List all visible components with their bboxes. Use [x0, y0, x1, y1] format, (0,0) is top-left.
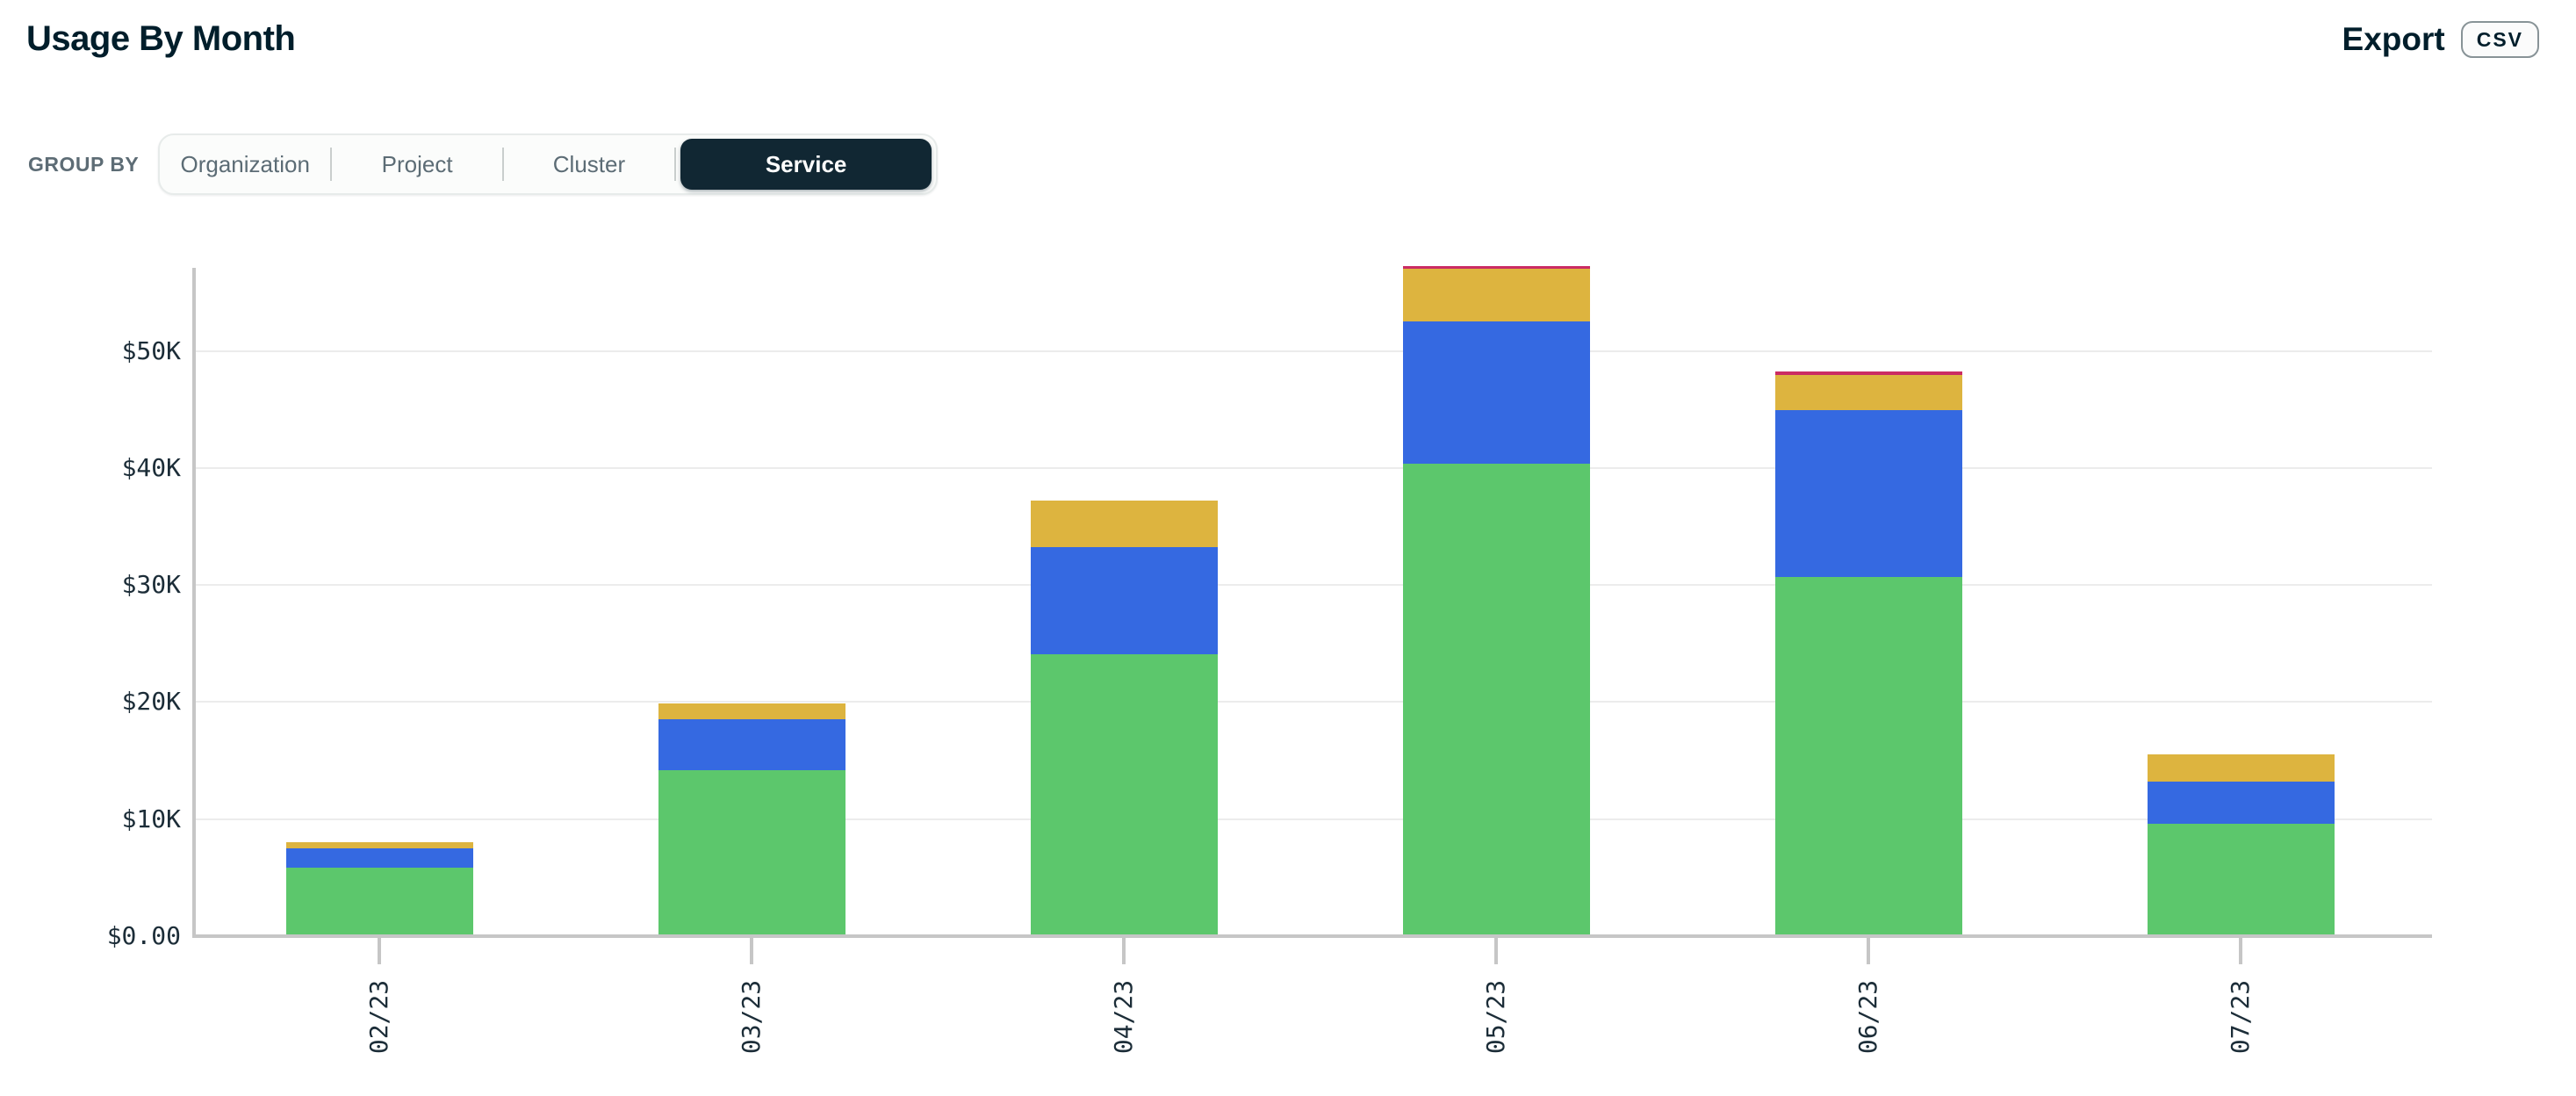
- bar-segment-green-series-03/23[interactable]: [658, 770, 845, 934]
- x-axis-label: 05/23: [1481, 979, 1510, 1055]
- bar-segment-blue-series-06/23[interactable]: [1774, 409, 1962, 578]
- x-axis-tick: [1867, 938, 1870, 964]
- y-axis-label: $10K: [121, 804, 181, 833]
- tab-divider: [673, 148, 676, 181]
- bar-segment-blue-series-05/23[interactable]: [1402, 321, 1590, 465]
- tab-divider: [502, 148, 505, 181]
- x-axis-tick: [1122, 938, 1126, 964]
- x-axis-line: [192, 934, 2432, 938]
- bar-segment-green-series-06/23[interactable]: [1774, 577, 1962, 934]
- y-axis-label: $0.00: [106, 921, 181, 950]
- x-axis-label: 02/23: [364, 979, 393, 1055]
- page-title: Usage By Month: [26, 19, 296, 58]
- group-by-segmented-control: Organization Project Cluster Service: [158, 133, 939, 195]
- gridline: [196, 466, 2432, 469]
- x-axis-label: 07/23: [2226, 979, 2255, 1055]
- gridline: [196, 350, 2432, 352]
- bar-segment-green-series-07/23[interactable]: [2147, 824, 2335, 934]
- y-axis-label: $50K: [121, 335, 181, 365]
- x-axis-label: 03/23: [737, 979, 766, 1055]
- bar-segment-pink-series-05/23[interactable]: [1402, 265, 1590, 270]
- bar-segment-blue-series-07/23[interactable]: [2147, 782, 2335, 825]
- group-by-label: GROUP BY: [28, 152, 140, 176]
- group-by-row: GROUP BY Organization Project Cluster Se…: [28, 133, 939, 195]
- x-axis-tick: [1494, 938, 1498, 964]
- x-axis-label: 06/23: [1853, 979, 1882, 1055]
- x-axis-tick: [2239, 938, 2242, 964]
- bar-segment-gold-series-02/23[interactable]: [285, 842, 473, 849]
- bar-segment-gold-series-04/23[interactable]: [1030, 501, 1218, 548]
- bar-segment-green-series-05/23[interactable]: [1402, 464, 1590, 934]
- tab-project[interactable]: Project: [332, 135, 502, 193]
- bar-segment-blue-series-04/23[interactable]: [1030, 547, 1218, 655]
- bar-segment-green-series-02/23[interactable]: [285, 868, 473, 934]
- bar-segment-gold-series-03/23[interactable]: [658, 703, 845, 719]
- bar-segment-gold-series-05/23[interactable]: [1402, 269, 1590, 322]
- bar-segment-gold-series-06/23[interactable]: [1774, 374, 1962, 410]
- x-axis-tick: [378, 938, 381, 964]
- x-axis-label: 04/23: [1109, 979, 1138, 1055]
- export-csv-button[interactable]: CSV: [2460, 21, 2539, 58]
- bar-segment-pink-series-06/23[interactable]: [1774, 371, 1962, 375]
- y-axis-label: $40K: [121, 452, 181, 482]
- export-label: Export: [2342, 21, 2445, 57]
- gridline: [196, 584, 2432, 587]
- gridline: [196, 818, 2432, 820]
- tab-cluster[interactable]: Cluster: [504, 135, 674, 193]
- bar-segment-blue-series-02/23[interactable]: [285, 848, 473, 868]
- y-axis-label: $20K: [121, 687, 181, 717]
- export-controls: Export CSV: [2342, 21, 2539, 58]
- bar-segment-green-series-04/23[interactable]: [1030, 654, 1218, 934]
- gridline: [196, 701, 2432, 703]
- bar-segment-blue-series-03/23[interactable]: [658, 718, 845, 771]
- y-axis-line: [192, 268, 196, 938]
- bar-segment-gold-series-07/23[interactable]: [2147, 754, 2335, 782]
- tab-divider: [330, 148, 333, 181]
- x-axis-tick: [750, 938, 753, 964]
- tab-service[interactable]: Service: [680, 139, 932, 190]
- tab-organization[interactable]: Organization: [160, 135, 330, 193]
- y-axis-label: $30K: [121, 570, 181, 600]
